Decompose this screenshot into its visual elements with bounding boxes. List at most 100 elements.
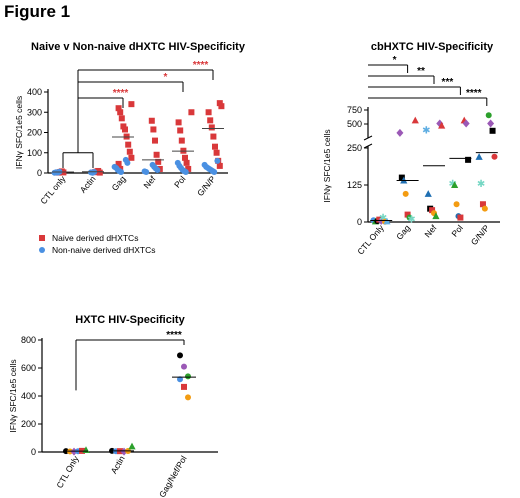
data-point [122,126,128,133]
data-point [485,112,492,119]
significance-label: **** [466,88,482,99]
chart-title: HXTC HIV-Specificity [75,314,185,326]
x-tick-label: CTL Only [54,453,81,489]
figure-title: Figure 1 [4,2,71,21]
y-tick-label: 0 [31,447,36,457]
data-point [181,383,187,390]
y-axis-label: IFNγ SFC/1e5 cells [322,129,332,202]
data-point [177,352,183,359]
y-tick-label: 0 [357,217,362,227]
data-point [185,373,191,380]
data-point [213,149,220,156]
data-point [117,109,124,116]
data-point [451,181,459,188]
y-tick-label: 400 [21,391,36,401]
data-point: ✱ [449,179,457,190]
chart-title: cbHXTC HIV-Specificity [371,41,494,53]
data-point [207,117,214,124]
data-point [211,168,218,175]
data-point [120,123,127,130]
data-point [183,159,190,166]
data-point [177,127,184,134]
y-axis-label: IFNγ SFC/1e5 cells [8,359,18,432]
data-point [216,162,223,169]
data-point [218,103,225,110]
data-point [210,133,217,140]
data-point [205,109,212,116]
y-tick-label: 250 [347,143,362,153]
data-point [150,126,157,133]
data-point [185,394,191,401]
y-tick-label: 125 [347,180,362,190]
axis-break [363,135,373,141]
y-axis-label: IFNγ SFC/1e5 cells [14,96,24,169]
y-tick-label: 0 [37,168,42,178]
data-point [208,124,215,131]
y-tick-label: 200 [27,128,42,138]
data-point [432,212,440,220]
data-point [126,148,133,155]
data-point [475,153,483,160]
data-point [457,214,464,221]
data-point [429,207,436,214]
significance-label: **** [166,330,182,341]
data-point [96,169,103,176]
data-point [491,153,498,160]
data-point [178,137,185,144]
data-point [406,214,413,221]
significance-label: **** [113,88,129,99]
legend-label: Non-naive derived dHXTCs [52,245,155,255]
data-point [115,160,122,167]
x-tick-label: Actin [109,454,127,476]
data-point [185,165,192,172]
data-point: ✱ [407,215,415,226]
y-tick-label: 800 [21,335,36,345]
data-point [128,442,136,450]
data-point [438,121,446,129]
data-point [154,166,161,173]
y-tick-label: 100 [27,148,42,158]
y-tick-label: 500 [347,119,362,129]
chart-title: Naive v Non-naive dHXTC HIV-Specificity [31,41,246,53]
data-point [411,116,419,124]
x-tick-label: Gag/Nef/Pol [157,454,189,498]
data-point [216,100,223,107]
data-point [402,190,409,197]
data-point [177,376,183,383]
data-point [148,117,155,124]
data-point [487,119,495,128]
significance-label: *** [442,77,454,88]
data-point [39,247,45,253]
data-point [155,158,162,165]
significance-label: ** [417,66,425,77]
data-point [182,154,188,161]
y-tick-label: 400 [27,87,42,97]
data-point: ✱ [477,179,485,190]
data-point: ✱ [379,213,387,224]
data-point [118,115,125,122]
data-point [125,141,132,148]
data-point [39,235,45,241]
significance-label: **** [193,60,209,71]
data-point [453,201,460,208]
y-tick-label: 200 [21,419,36,429]
data-point [115,105,122,112]
data-point [465,156,472,163]
data-point [153,151,160,158]
y-tick-label: 300 [27,107,42,117]
data-point [404,211,411,218]
data-point [214,157,221,164]
data-point [182,168,189,175]
data-point [181,363,187,370]
data-point [175,119,182,126]
axis-break [363,143,373,149]
data-point [424,190,432,197]
significance-label: * [393,55,397,66]
data-point [396,128,404,137]
data-point [398,174,405,181]
data-point [143,168,150,175]
legend-label: Naive derived dHXTCs [52,233,138,243]
data-point: ✱ [422,125,430,136]
